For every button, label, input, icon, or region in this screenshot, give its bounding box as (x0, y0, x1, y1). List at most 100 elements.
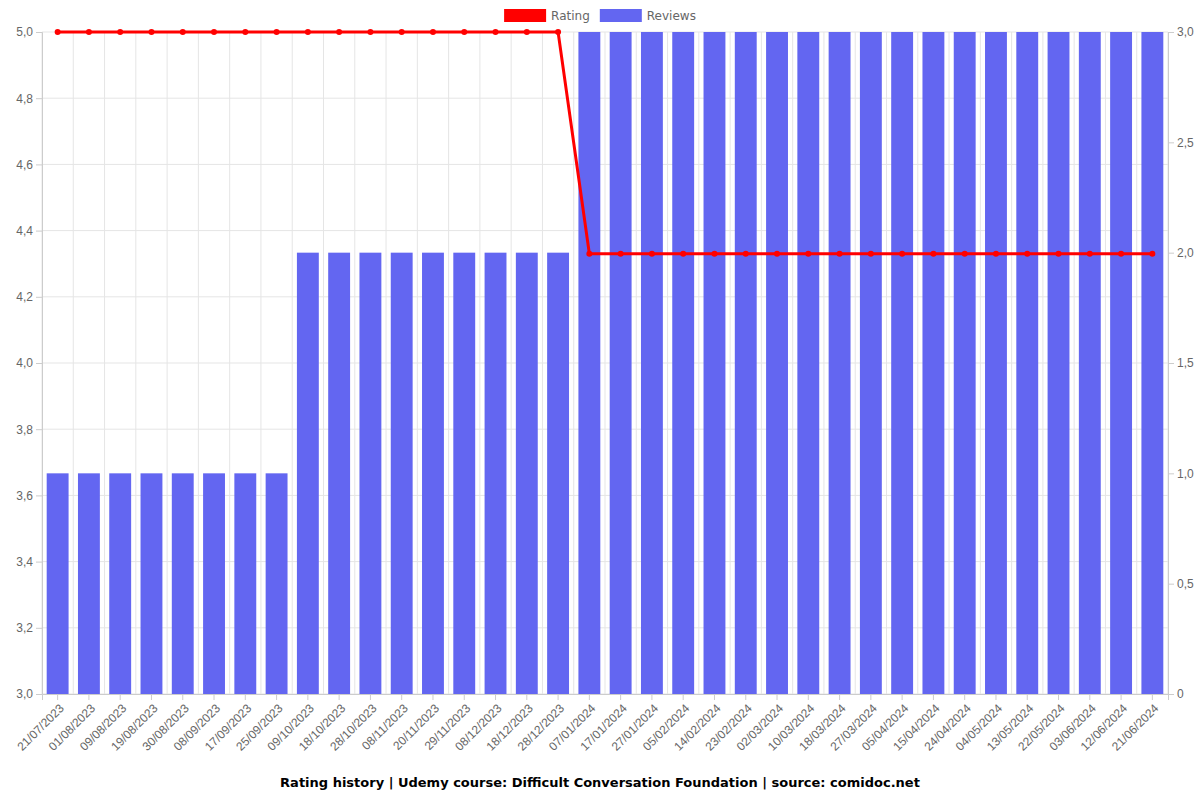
y-axis: 3,03,23,43,63,84,04,24,44,64,85,0 (16, 25, 42, 701)
tick: 2,5 (1168, 136, 1194, 150)
tick-mark (620, 694, 621, 700)
marker (618, 251, 624, 257)
plot-area (47, 29, 1164, 694)
marker (242, 29, 248, 35)
bar (485, 253, 507, 694)
tick-label: 1,0 (1177, 467, 1194, 481)
marker (555, 29, 561, 35)
bar (141, 473, 163, 694)
bar (78, 473, 100, 694)
tick-mark (683, 694, 684, 700)
grid-line-x (386, 32, 387, 694)
marker (399, 29, 405, 35)
tick-label: 2,5 (1177, 136, 1194, 150)
tick: 21/06/2024 (1109, 694, 1162, 754)
legend-item: Reviews (600, 9, 696, 23)
marker (962, 251, 968, 257)
tick-label: 3,6 (16, 489, 33, 503)
marker (899, 251, 905, 257)
bar (297, 253, 319, 694)
tick-mark (1168, 363, 1174, 364)
chart: 3,03,23,43,63,84,04,24,44,64,85,000,51,0… (0, 0, 1200, 800)
marker (680, 251, 686, 257)
bar (547, 253, 569, 694)
grid-line-x (448, 32, 449, 694)
tick-mark (1168, 32, 1174, 33)
tick-label: 4,0 (16, 356, 33, 370)
tick-mark (1168, 473, 1174, 474)
grid-line-x (260, 32, 261, 694)
marker (586, 251, 592, 257)
tick: 2,0 (1168, 246, 1194, 260)
tick: 4,4 (16, 224, 42, 238)
tick: 1,0 (1168, 467, 1194, 481)
tick-mark (182, 694, 183, 700)
tick-mark (589, 694, 590, 700)
tick-mark (714, 694, 715, 700)
tick-label: 2,0 (1177, 246, 1194, 260)
tick-label: 1,5 (1177, 356, 1194, 370)
marker (993, 251, 999, 257)
tick: 3,6 (16, 489, 42, 503)
tick: 4,8 (16, 92, 42, 106)
marker (1056, 251, 1062, 257)
grid-line-x (1042, 32, 1043, 694)
grid-line-x (479, 32, 480, 694)
bar (516, 253, 538, 694)
marker (837, 251, 843, 257)
legend-swatch (600, 9, 642, 22)
legend-label: Reviews (647, 9, 696, 23)
bar (829, 32, 851, 694)
tick-mark (36, 98, 42, 99)
grid-line-x (135, 32, 136, 694)
marker (774, 251, 780, 257)
grid-line-x (73, 32, 74, 694)
tick-label: 3,2 (16, 621, 33, 635)
grid-line-x (636, 32, 637, 694)
bar (704, 32, 726, 694)
bar (922, 32, 944, 694)
tick: 0 (1168, 687, 1184, 701)
tick-mark (36, 628, 42, 629)
tick: 1,5 (1168, 356, 1194, 370)
tick: 3,2 (16, 621, 42, 635)
grid-line-x (198, 32, 199, 694)
bar (797, 32, 819, 694)
bar (766, 32, 788, 694)
grid-line-x (917, 32, 918, 694)
marker (86, 29, 92, 35)
x-axis: 21/07/202301/08/202309/08/202319/08/2023… (14, 694, 1168, 754)
marker (524, 29, 530, 35)
tick-mark (1152, 694, 1153, 700)
bar (328, 253, 350, 694)
tick-mark (36, 562, 42, 563)
bar (735, 32, 757, 694)
grid-line-x (761, 32, 762, 694)
bar (860, 32, 882, 694)
marker (1024, 251, 1030, 257)
tick-mark (245, 694, 246, 700)
grid-line-x (354, 32, 355, 694)
tick-mark (370, 694, 371, 700)
tick-mark (558, 694, 559, 700)
grid-line-x (1011, 32, 1012, 694)
bar (985, 32, 1007, 694)
tick-label: 4,2 (16, 290, 33, 304)
tick: 4,6 (16, 158, 42, 172)
grid-line-x (949, 32, 950, 694)
tick-mark (36, 429, 42, 430)
marker (493, 29, 499, 35)
marker (805, 251, 811, 257)
tick-mark (745, 694, 746, 700)
bar (391, 253, 413, 694)
tick-mark (36, 231, 42, 232)
tick: 5,0 (16, 25, 42, 39)
tick-mark (36, 164, 42, 165)
grid-line-x (698, 32, 699, 694)
tick-mark (1168, 142, 1174, 143)
tick-mark (1168, 253, 1174, 254)
tick-mark (526, 694, 527, 700)
tick-mark (777, 694, 778, 700)
bar (1110, 32, 1132, 694)
marker (211, 29, 217, 35)
